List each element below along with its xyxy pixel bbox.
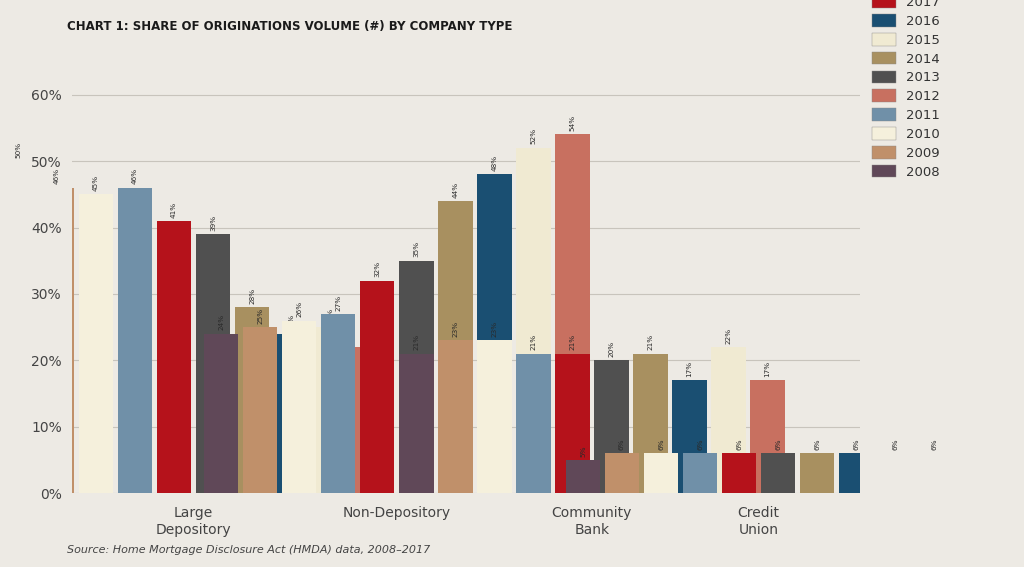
Bar [313, 327, 347, 493]
Text: 6%: 6% [618, 439, 625, 450]
Text: 22%: 22% [725, 328, 731, 344]
Bar [605, 454, 639, 493]
Bar [477, 175, 512, 493]
Bar [118, 188, 153, 493]
Bar [712, 347, 745, 493]
Text: 27%: 27% [335, 294, 341, 311]
Text: 20%: 20% [608, 341, 614, 357]
Text: Source: Home Mortgage Disclosure Act (HMDA) data, 2008–2017: Source: Home Mortgage Disclosure Act (HM… [67, 544, 430, 555]
Text: 26%: 26% [296, 301, 302, 317]
Text: 41%: 41% [171, 201, 177, 218]
Bar [322, 314, 355, 493]
Text: 28%: 28% [249, 288, 255, 304]
Text: 6%: 6% [775, 439, 781, 450]
Text: 6%: 6% [814, 439, 820, 450]
Bar [644, 454, 678, 493]
Text: 39%: 39% [210, 215, 216, 231]
Text: 21%: 21% [569, 335, 575, 350]
Bar [594, 361, 629, 493]
Text: 25%: 25% [328, 308, 333, 324]
Bar [234, 307, 269, 493]
Bar [196, 234, 230, 493]
Bar [204, 334, 239, 493]
Bar [555, 354, 590, 493]
Bar [555, 134, 590, 493]
Bar [673, 380, 707, 493]
Bar [751, 380, 784, 493]
Bar [516, 148, 551, 493]
Text: 22%: 22% [367, 328, 372, 344]
Bar [274, 334, 308, 493]
Bar [399, 354, 433, 493]
Text: 46%: 46% [54, 168, 60, 184]
Text: 21%: 21% [647, 335, 653, 350]
Text: 46%: 46% [132, 168, 138, 184]
Text: 24%: 24% [288, 314, 294, 331]
Text: 6%: 6% [658, 439, 664, 450]
Text: CHART 1: SHARE OF ORIGINATIONS VOLUME (#) BY COMPANY TYPE: CHART 1: SHARE OF ORIGINATIONS VOLUME (#… [67, 20, 512, 33]
Text: 25%: 25% [257, 308, 263, 324]
Text: 5%: 5% [580, 445, 586, 457]
Text: 32%: 32% [375, 261, 380, 277]
Bar [566, 460, 600, 493]
Bar [40, 188, 74, 493]
Text: 48%: 48% [492, 155, 498, 171]
Bar [283, 320, 316, 493]
Text: 17%: 17% [686, 361, 692, 377]
Text: 6%: 6% [736, 439, 742, 450]
Text: 52%: 52% [530, 128, 537, 145]
Text: 54%: 54% [569, 115, 575, 131]
Bar [243, 327, 278, 493]
Bar [477, 340, 512, 493]
Text: 6%: 6% [853, 439, 859, 450]
Bar [79, 194, 114, 493]
Text: 45%: 45% [93, 175, 99, 191]
Text: 44%: 44% [453, 181, 459, 198]
Bar [839, 454, 873, 493]
Text: 23%: 23% [492, 321, 498, 337]
Bar [916, 454, 951, 493]
Text: 23%: 23% [453, 321, 459, 337]
Text: 50%: 50% [15, 142, 22, 158]
Text: 21%: 21% [530, 335, 537, 350]
Text: 6%: 6% [931, 439, 937, 450]
Bar [352, 347, 386, 493]
Text: 21%: 21% [414, 335, 420, 350]
Bar [633, 354, 668, 493]
Bar [1, 161, 35, 493]
Bar [360, 281, 394, 493]
Bar [761, 454, 796, 493]
Bar [438, 340, 472, 493]
Bar [683, 454, 717, 493]
Text: 35%: 35% [414, 242, 420, 257]
Bar [878, 454, 912, 493]
Legend: 2017, 2016, 2015, 2014, 2013, 2012, 2011, 2010, 2009, 2008: 2017, 2016, 2015, 2014, 2013, 2012, 2011… [871, 0, 940, 179]
Text: 24%: 24% [218, 314, 224, 331]
Bar [438, 201, 472, 493]
Bar [516, 354, 551, 493]
Text: 6%: 6% [697, 439, 703, 450]
Bar [157, 221, 191, 493]
Bar [722, 454, 756, 493]
Text: 6%: 6% [892, 439, 898, 450]
Bar [399, 261, 433, 493]
Text: 17%: 17% [765, 361, 770, 377]
Bar [800, 454, 835, 493]
